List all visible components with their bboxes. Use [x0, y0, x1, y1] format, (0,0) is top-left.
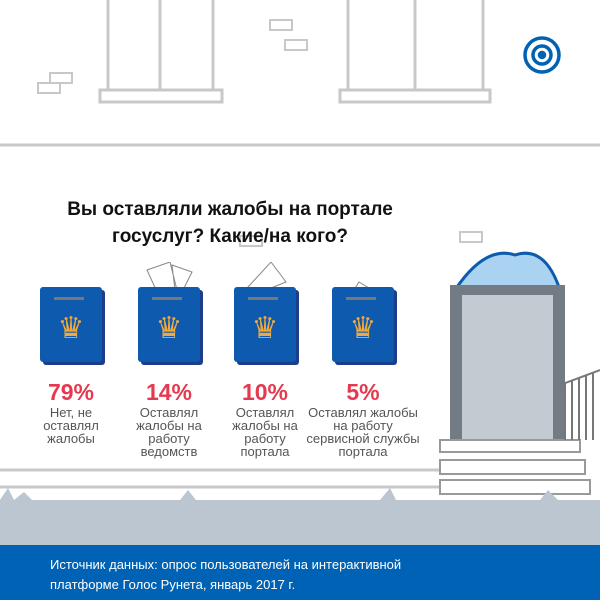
list-item: ♛ 79% Нет, не оставлял жалобы: [16, 280, 126, 445]
percent-value: 5%: [346, 379, 380, 405]
percent-value: 10%: [241, 379, 289, 405]
item-label: Оставлял жалобы на работу сервисной служ…: [306, 405, 420, 459]
list-item: ♛ 10% Оставлял жалобы на работу портала: [210, 262, 320, 459]
percent-value: 79%: [47, 379, 95, 405]
item-label: Нет, не оставлял жалобы: [43, 405, 99, 446]
item-label: Оставлял жалобы на работу ведомств: [136, 405, 202, 459]
ballot-box-icon: ♛: [138, 287, 200, 362]
ballot-box-icon: ♛: [234, 287, 296, 362]
page-title: Вы оставляли жалобы на портале госуслуг?…: [67, 199, 393, 247]
door-building: [439, 251, 600, 495]
list-item: ♛ 14% Оставлял жалобы на работу ведомств: [114, 262, 224, 459]
emblem-icon: ♛: [57, 312, 85, 345]
ballot-box-icon: ♛: [40, 287, 102, 362]
emblem-icon: ♛: [349, 312, 377, 345]
ground: [0, 500, 600, 545]
source-note: Источник данных: опрос пользователей на …: [50, 557, 402, 592]
ballot-box-icon: ♛: [332, 287, 394, 362]
item-label: Оставлял жалобы на работу портала: [232, 405, 298, 459]
percent-value: 14%: [145, 379, 193, 405]
emblem-icon: ♛: [155, 312, 183, 345]
building-background: [0, 0, 600, 545]
list-item: ♛ 5% Оставлял жалобы на работу сервисной…: [303, 280, 423, 458]
logo-icon: [523, 36, 561, 74]
footer: [0, 545, 600, 600]
emblem-icon: ♛: [251, 312, 279, 345]
